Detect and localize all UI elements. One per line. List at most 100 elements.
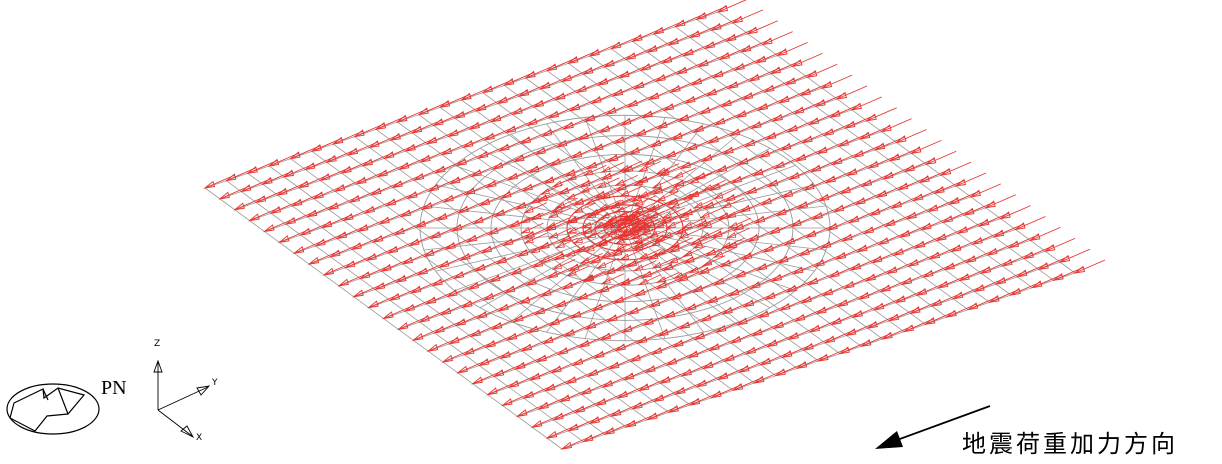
load-arrow <box>634 201 657 213</box>
load-arrowhead-icon <box>510 267 522 276</box>
load-arrowhead-icon <box>733 62 745 71</box>
load-arrowhead-icon <box>528 372 541 381</box>
load-arrow <box>881 118 912 133</box>
load-arrowhead-icon <box>667 37 679 46</box>
load-arrowhead-icon <box>883 218 896 227</box>
load-arrowhead-icon <box>288 151 301 160</box>
load-arrowhead-icon <box>758 150 770 159</box>
load-arrowhead-icon <box>624 419 637 428</box>
load-arrowhead-icon <box>762 244 774 253</box>
load-arrowhead-icon <box>600 277 611 285</box>
load-arrow <box>598 235 621 247</box>
load-arrowhead-icon <box>612 226 623 234</box>
load-arrow <box>567 222 590 234</box>
load-arrowhead-icon <box>924 156 937 165</box>
load-arrowhead-icon <box>903 164 915 173</box>
load-arrowhead-icon <box>776 255 789 264</box>
load-arrow <box>615 195 638 206</box>
load-arrowhead-icon <box>593 221 605 229</box>
load-arrowhead-icon <box>951 291 964 300</box>
load-arrowhead-icon <box>233 202 245 211</box>
load-arrowhead-icon <box>478 198 491 207</box>
load-arrowhead-icon <box>348 194 361 203</box>
load-arrowhead-icon <box>581 221 593 229</box>
load-arrowhead-icon <box>292 245 305 254</box>
load-arrow <box>674 167 697 178</box>
load-arrowhead-icon <box>730 175 743 184</box>
hole-spoke-line <box>454 164 619 226</box>
load-arrowhead-icon <box>367 140 380 149</box>
load-arrowhead-icon <box>683 95 696 104</box>
load-arrowhead-icon <box>747 233 759 242</box>
load-arrow <box>1074 259 1106 274</box>
load-arrowhead-icon <box>459 92 472 101</box>
load-arrowhead-icon <box>714 324 727 333</box>
load-arrow <box>601 161 625 173</box>
load-arrowhead-icon <box>763 292 776 300</box>
load-arrow <box>656 272 680 283</box>
load-arrowhead-icon <box>791 266 804 275</box>
load-arrowhead-icon <box>736 157 749 166</box>
load-arrowhead-icon <box>475 310 488 319</box>
load-arrowhead-icon <box>693 332 705 341</box>
load-arrowhead-icon <box>620 325 633 334</box>
load-arrowhead-icon <box>661 231 672 239</box>
load-arrowhead-icon <box>749 281 761 290</box>
load-arrow <box>926 150 957 165</box>
load-arrowhead-icon <box>453 110 466 119</box>
load-arrowhead-icon <box>784 77 796 86</box>
load-arrowhead-icon <box>597 203 608 211</box>
load-arrowhead-icon <box>802 342 814 351</box>
load-arrow <box>594 217 618 229</box>
load-arrowhead-icon <box>566 269 577 277</box>
load-arrow <box>573 202 597 214</box>
load-arrow <box>1015 216 1046 230</box>
load-arrowhead-icon <box>712 277 725 286</box>
load-arrow <box>620 160 643 172</box>
load-arrowhead-icon <box>523 237 534 244</box>
load-arrowhead-icon <box>768 226 781 235</box>
load-arrowhead-icon <box>928 251 941 260</box>
load-arrowhead-icon <box>568 103 581 112</box>
y-axis-arrow-icon <box>196 385 211 396</box>
load-arrowhead-icon <box>517 88 530 97</box>
load-arrowhead-icon <box>835 91 848 100</box>
load-arrowhead-icon <box>520 226 531 234</box>
load-arrowhead-icon <box>692 201 704 209</box>
load-arrowhead-icon <box>542 176 555 185</box>
load-arrowhead-icon <box>813 259 825 268</box>
load-arrowhead-icon <box>627 214 639 222</box>
load-arrowhead-icon <box>790 59 803 68</box>
load-arrowhead-icon <box>554 201 565 209</box>
load-arrowhead-icon <box>719 259 731 268</box>
load-arrowhead-icon <box>678 232 689 239</box>
load-arrowhead-icon <box>643 157 655 166</box>
load-arrowhead-icon <box>726 81 739 90</box>
load-arrowhead-icon <box>578 339 590 348</box>
load-arrowhead-icon <box>435 212 448 221</box>
load-arrowhead-icon <box>588 416 600 425</box>
load-arrowhead-icon <box>606 228 618 236</box>
load-arrowhead-icon <box>533 307 546 316</box>
load-arrowhead-icon <box>936 280 949 289</box>
load-arrowhead-icon <box>979 265 992 274</box>
load-arrowhead-icon <box>550 365 562 374</box>
load-arrowhead-icon <box>750 328 763 337</box>
axis-triad <box>153 359 211 439</box>
direction-arrow-icon <box>875 405 991 449</box>
load-arrowhead-icon <box>680 368 692 377</box>
load-arrowhead-icon <box>798 248 810 257</box>
load-arrowhead-icon <box>553 92 566 101</box>
load-arrowhead-icon <box>588 48 600 57</box>
load-arrowhead-icon <box>560 74 572 83</box>
load-arrowhead-icon <box>474 103 487 112</box>
load-arrowhead-icon <box>849 262 862 271</box>
load-arrowhead-icon <box>468 121 480 130</box>
load-arrowhead-icon <box>401 256 414 265</box>
load-arrowhead-icon <box>740 252 753 261</box>
load-arrowhead-icon <box>411 332 424 341</box>
load-arrowhead-icon <box>764 131 777 140</box>
load-arrowhead-icon <box>885 266 898 275</box>
load-arrowhead-icon <box>909 146 922 155</box>
load-arrowhead-icon <box>373 282 386 291</box>
